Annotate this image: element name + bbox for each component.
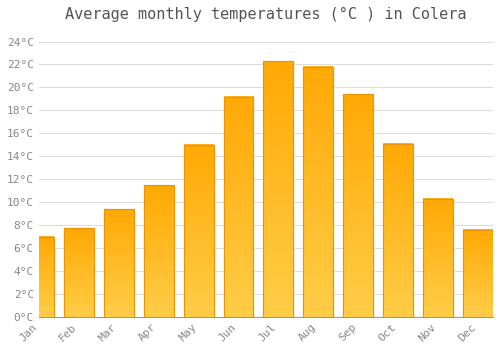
Title: Average monthly temperatures (°C ) in Colera: Average monthly temperatures (°C ) in Co… [65,7,466,22]
Bar [463,230,493,317]
Bar [184,145,214,317]
Bar [423,199,453,317]
Bar [383,144,413,317]
Bar [344,94,374,317]
Bar [24,237,54,317]
Bar [264,61,294,317]
Bar [64,229,94,317]
Bar [104,209,134,317]
Bar [64,229,94,317]
Bar [224,97,254,317]
Bar [264,61,294,317]
Bar [304,67,334,317]
Bar [144,185,174,317]
Bar [463,230,493,317]
Bar [184,145,214,317]
Bar [423,199,453,317]
Bar [24,237,54,317]
Bar [224,97,254,317]
Bar [344,94,374,317]
Bar [304,67,334,317]
Bar [144,185,174,317]
Bar [104,209,134,317]
Bar [383,144,413,317]
